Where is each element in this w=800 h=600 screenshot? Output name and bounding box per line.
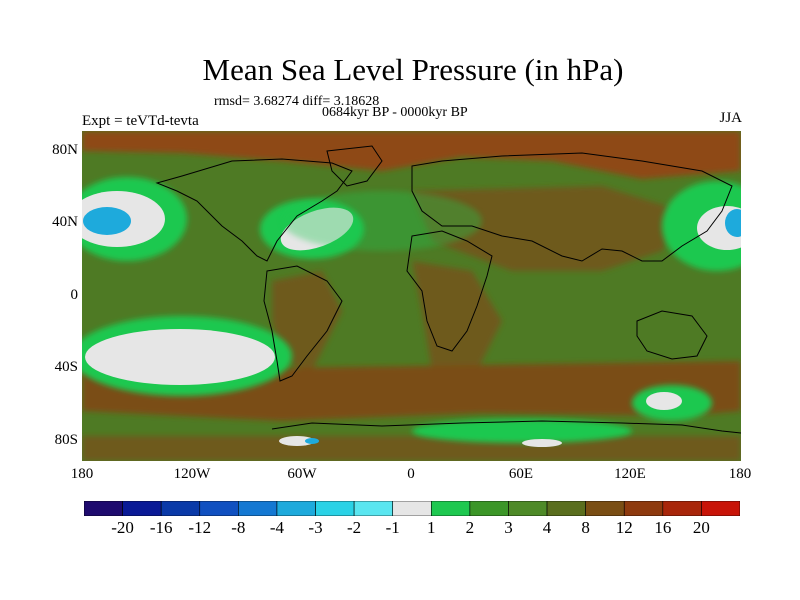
south-america-high: [272, 271, 342, 371]
colorbar-swatch: [238, 501, 278, 516]
colorbar-swatch: [623, 501, 664, 516]
antarctica-coast: [271, 420, 741, 434]
colorbar-tick-label: 4: [542, 518, 552, 537]
x-tick-label: 60E: [508, 466, 534, 482]
coastlines: [155, 145, 741, 434]
colorbar-swatch: [160, 501, 201, 516]
x-tick-label: 120E: [614, 466, 646, 482]
africa-high: [412, 261, 502, 381]
south-america-coast: [263, 265, 343, 382]
colorbar-tick-label: -12: [188, 518, 212, 537]
north-america-coast: [155, 158, 353, 262]
africa-coast: [406, 230, 493, 352]
north-pacific-core: [83, 207, 131, 235]
colorbar-tick-label: -20: [111, 518, 134, 537]
north-polar-high: [82, 131, 741, 179]
colorbar-swatch: [662, 501, 702, 516]
colorbar-swatch: [469, 501, 509, 516]
colorbar-tick-label: 3: [504, 518, 513, 537]
colorbar-swatch: [199, 501, 239, 516]
colorbar-swatch: [546, 501, 586, 516]
colorbar-swatch: [392, 501, 432, 516]
colorbar-swatch: [508, 501, 548, 516]
colorbar-swatch: [353, 501, 394, 516]
colorbar-swatch: [122, 501, 162, 516]
experiment-label: Expt = teVTd-tevta: [82, 113, 199, 129]
x-tick-label: 0: [407, 466, 415, 482]
x-tick-label: 180: [728, 466, 752, 482]
colorbar-tick-label: -2: [347, 518, 362, 537]
colorbar: [84, 501, 740, 516]
negative-anomaly-regions: [82, 177, 741, 447]
antarctic-white-1: [522, 439, 562, 447]
y-tick-label: 80S: [54, 432, 78, 448]
y-tick-label: 80N: [52, 142, 78, 158]
page-title: Mean Sea Level Pressure (in hPa): [202, 52, 624, 87]
south-pacific-white: [85, 329, 275, 385]
greenland-coast: [326, 145, 383, 187]
colorbar-tick-label: 2: [465, 518, 475, 537]
east-pacific-tropical-low: [282, 191, 482, 251]
x-tick-label: 180: [70, 466, 94, 482]
colorbar-tick-label: 16: [654, 518, 672, 537]
colorbar-swatch: [276, 501, 316, 516]
pressure-map: [82, 131, 741, 461]
antarctic-lows: [412, 419, 632, 443]
y-tick-label: 0: [70, 287, 79, 303]
y-tick-label: 40N: [52, 214, 78, 230]
y-tick-label: 40S: [54, 359, 78, 375]
colorbar-swatch: [585, 501, 625, 516]
colorbar-tick-label: 20: [692, 518, 710, 537]
x-tick-label: 120W: [173, 466, 211, 482]
season-label: JJA: [719, 110, 742, 126]
colorbar-tick-label: -3: [308, 518, 323, 537]
period-label: 0684kyr BP - 0000kyr BP: [322, 105, 468, 120]
europe-asia-coast: [411, 152, 733, 262]
colorbar-tick-label: -4: [269, 518, 285, 537]
colorbar-tick-label: -16: [149, 518, 173, 537]
colorbar-swatch: [701, 501, 740, 516]
colorbar-swatch: [84, 501, 123, 516]
south-pole-high: [82, 436, 741, 461]
west-pacific-core: [725, 209, 741, 237]
australia-coast: [636, 310, 708, 360]
colorbar-swatch: [430, 501, 471, 516]
x-tick-label: 60W: [287, 466, 317, 482]
rmsd-diff-stats: rmsd= 3.68274 diff= 3.18628: [214, 94, 380, 109]
colorbar-tick-label: 12: [615, 518, 633, 537]
colorbar-tick-label: -8: [231, 518, 246, 537]
colorbar-swatch: [315, 501, 355, 516]
colorbar-tick-label: 8: [581, 518, 590, 537]
antarctic-white-2: [279, 436, 315, 446]
colorbar-tick-label: 1: [427, 518, 436, 537]
antarctic-core: [305, 438, 319, 444]
colorbar-tick-label: -1: [385, 518, 400, 537]
indian-ocean-white: [646, 392, 682, 410]
